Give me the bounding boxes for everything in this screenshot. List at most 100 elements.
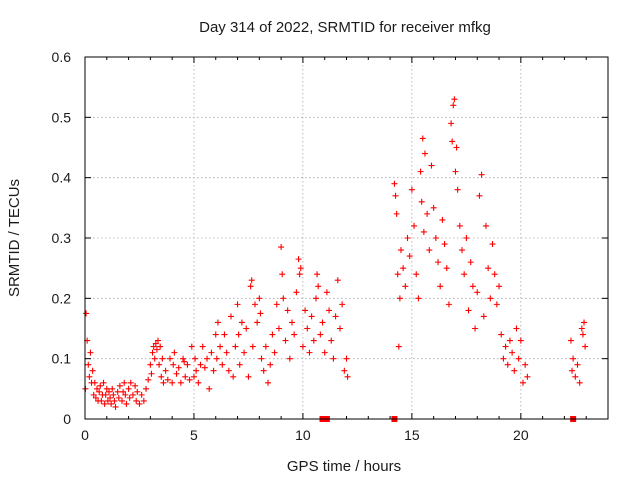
data-point (500, 355, 507, 362)
data-point (262, 343, 269, 350)
data-point (286, 355, 293, 362)
data-point (197, 361, 204, 368)
data-point (332, 313, 339, 320)
data-point (493, 301, 500, 308)
data-point (212, 331, 219, 338)
x-tick-label: 10 (295, 427, 311, 443)
data-point (110, 391, 117, 398)
data-point (152, 340, 159, 347)
data-point (251, 301, 258, 308)
data-point (221, 331, 228, 338)
data-point (328, 337, 335, 344)
data-point (83, 310, 90, 317)
data-point (133, 397, 140, 404)
data-point (489, 241, 496, 248)
data-point (184, 361, 191, 368)
data-point (513, 325, 520, 332)
data-point (90, 391, 97, 398)
data-point (282, 337, 289, 344)
data-point (241, 349, 248, 356)
data-point (417, 168, 424, 175)
data-point (517, 337, 524, 344)
data-point (119, 397, 126, 404)
data-point (435, 259, 442, 266)
data-point (341, 367, 348, 374)
data-point (415, 295, 422, 302)
data-point (478, 171, 485, 178)
data-point (498, 331, 505, 338)
data-point (267, 361, 274, 368)
data-point (92, 394, 99, 401)
data-point (86, 373, 93, 380)
data-point (156, 361, 163, 368)
data-point (180, 355, 187, 362)
data-point (321, 349, 328, 356)
data-point (121, 379, 128, 386)
data-point (330, 355, 337, 362)
data-point (296, 271, 303, 278)
data-point (192, 355, 199, 362)
data-point (279, 271, 286, 278)
data-point (569, 367, 576, 374)
data-point (284, 307, 291, 314)
data-point (511, 367, 518, 374)
data-point (256, 295, 263, 302)
data-point (520, 379, 527, 386)
data-point (465, 307, 472, 314)
data-point (96, 388, 103, 395)
data-point (458, 247, 465, 254)
data-point (570, 355, 577, 362)
data-point (304, 325, 311, 332)
data-point (186, 376, 193, 383)
data-point (476, 192, 483, 199)
plot-frame (84, 56, 609, 420)
data-point (450, 102, 457, 109)
data-point (308, 313, 315, 320)
data-point (97, 382, 104, 389)
data-point (400, 265, 407, 272)
data-point (111, 397, 118, 404)
data-point (451, 96, 458, 103)
data-point (210, 367, 217, 374)
data-point (295, 256, 302, 263)
data-point (249, 343, 256, 350)
data-point (306, 349, 313, 356)
x-tick-label: 5 (190, 427, 198, 443)
data-point (236, 361, 243, 368)
data-point (149, 349, 156, 356)
data-point (108, 400, 115, 407)
data-point (132, 382, 139, 389)
data-point (482, 222, 489, 229)
data-point (223, 349, 230, 356)
data-point (175, 364, 182, 371)
data-point (157, 343, 164, 350)
data-point (411, 222, 418, 229)
data-point (225, 367, 232, 374)
data-point (456, 222, 463, 229)
data-point (85, 361, 92, 368)
data-point (392, 192, 399, 199)
data-point (323, 289, 330, 296)
data-point (278, 244, 285, 251)
data-point (217, 343, 224, 350)
data-point (213, 355, 220, 362)
data-points (82, 96, 589, 422)
data-point (206, 385, 213, 392)
y-tick-label: 0.3 (52, 230, 72, 246)
data-point (248, 277, 255, 284)
data-point (572, 373, 579, 380)
data-point (199, 343, 206, 350)
data-point (426, 247, 433, 254)
data-point (312, 295, 319, 302)
y-tick-label: 0 (63, 411, 71, 427)
y-tick-label: 0.5 (52, 109, 72, 125)
data-point (445, 301, 452, 308)
data-point (116, 382, 123, 389)
data-point (299, 343, 306, 350)
data-point (232, 343, 239, 350)
data-point (91, 379, 98, 386)
data-point (291, 331, 298, 338)
data-point (193, 367, 200, 374)
